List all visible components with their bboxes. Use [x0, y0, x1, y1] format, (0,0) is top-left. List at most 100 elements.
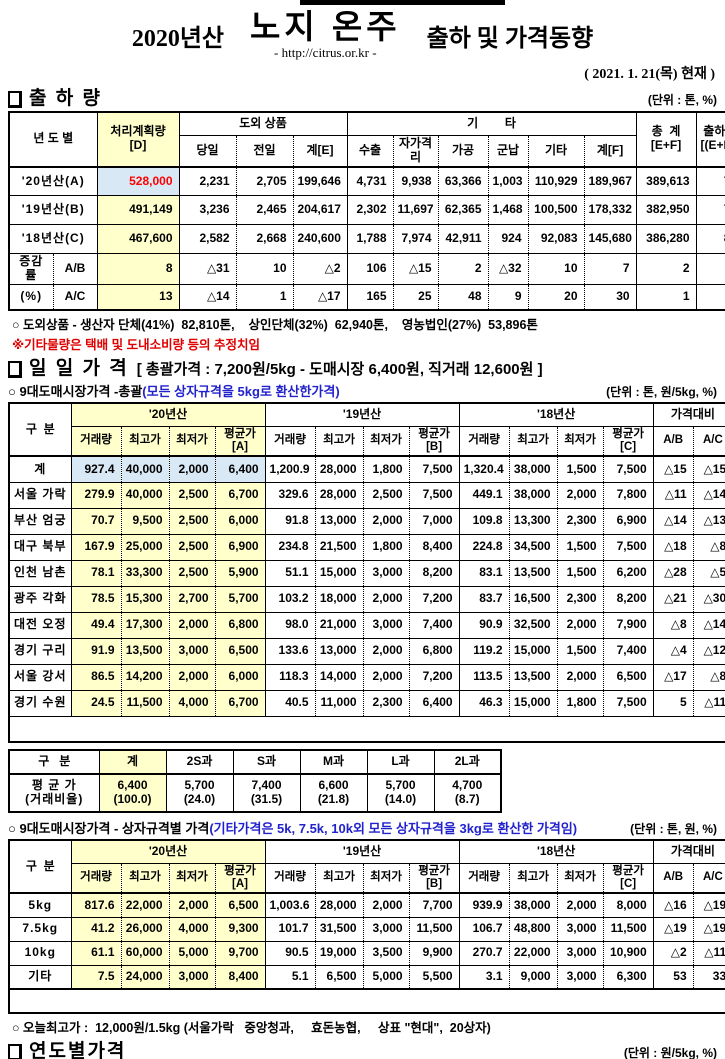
shipment-warning-note: ※기타물량은 택배 및 도내소비량 등의 추정치임 [12, 338, 261, 353]
col-header: S과 [232, 749, 301, 775]
cell: 113.5 [458, 663, 510, 691]
cell: 100,500 [527, 195, 585, 226]
col-header: M과 [299, 749, 368, 775]
row-sublabel: A/C [52, 283, 98, 311]
col-group-y19: '19년산 [264, 839, 460, 864]
cell: 2,000 [168, 663, 216, 691]
cell: 78.5 [70, 585, 122, 613]
cell: 1,500 [556, 637, 604, 665]
cell: △11 [692, 689, 725, 717]
title-subtitle: 출하 및 가격동향 [426, 26, 594, 52]
row-label: 서울 강서 [8, 663, 72, 691]
cell: 5,500 [408, 964, 460, 990]
cell: 62,365 [437, 195, 489, 226]
cell: △12 [692, 637, 725, 665]
cell: △11 [692, 940, 725, 966]
cell: 7,200 [408, 585, 460, 613]
cell: 2,668 [235, 224, 294, 255]
cell: 7,900 [602, 611, 654, 639]
cell: 1,500 [556, 533, 604, 561]
col-header: 2L과 [433, 749, 502, 775]
col-header: 최고가 [314, 425, 364, 457]
table-row: '18년산(C) 467,600 2,582 2,668 240,600 1,788 7,9… [8, 224, 725, 255]
cell: 28,000 [314, 892, 364, 918]
cell: 7,400 [602, 637, 654, 665]
cell: 7,200 [408, 663, 460, 691]
cell: 386,280 [635, 224, 697, 255]
cell: 1,500 [556, 455, 604, 483]
cell: 3,000 [168, 964, 216, 990]
cell: 5 [652, 689, 694, 717]
row-label: 광주 각화 [8, 585, 72, 613]
table-row: 경기 구리 91.9 13,500 3,000 6,500 133.6 13,000 2,00… [8, 637, 725, 665]
cell: 38,000 [508, 481, 558, 509]
col-group-y20: '20년산 [70, 402, 266, 427]
cell: 18,000 [314, 585, 364, 613]
cell: 6,900 [602, 507, 654, 535]
cell: 1,800 [556, 689, 604, 717]
cell: △15 [652, 455, 694, 483]
cell: 4,000 [168, 689, 216, 717]
cell: 9,300 [214, 916, 266, 942]
cell: △17 [652, 663, 694, 691]
cell: 40.5 [264, 689, 316, 717]
cell: 6,000 [214, 507, 266, 535]
col-header: 거래량 [264, 425, 316, 457]
cell: 106 [346, 253, 394, 285]
row-label: 증감률 [8, 253, 54, 285]
cell: 270.7 [458, 940, 510, 966]
title-main-wrap: 노지 온주 - http://citrus.or.kr - [250, 8, 401, 61]
cell: 119.2 [458, 637, 510, 665]
cell: 2,000 [362, 507, 410, 535]
cell: 3,236 [178, 195, 237, 226]
table-row: 5kg 817.6 22,000 2,000 6,500 1,003.6 28,000 2,0… [8, 892, 725, 918]
cell: 30 [583, 283, 637, 311]
col-header-label: 구 분 [8, 749, 100, 775]
section-square-icon [8, 1044, 22, 1059]
cell: 939.9 [458, 892, 510, 918]
section-header-shipment: 출 하 량 (단위 : 톤, %) [8, 89, 717, 108]
cell: 2,000 [168, 611, 216, 639]
cell: 1,800 [362, 455, 410, 483]
cell: △16 [652, 892, 694, 918]
cell: 167.9 [70, 533, 122, 561]
caption-note-blue: (기타가격은 5k, 7.5k, 10k외 모든 상자규격을 3kg로 환산한 … [209, 821, 578, 837]
col-header: 거래량 [70, 425, 122, 457]
cell: 1,200.9 [264, 455, 316, 483]
cell: 7.5 [70, 964, 122, 990]
cell: 924 [487, 224, 529, 255]
cell [695, 253, 725, 285]
cell: 86.5 [70, 663, 122, 691]
page-title: 노지 온주 [250, 8, 401, 45]
col-group-island-out: 도외 상품 [178, 111, 348, 137]
cell: △32 [487, 253, 529, 285]
cell: 2,300 [362, 689, 410, 717]
cell: △19 [692, 892, 725, 918]
title-year: 2020년산 [131, 26, 224, 52]
cell: 6,500 [214, 892, 266, 918]
cell: 15,000 [508, 637, 558, 665]
shipment-note: ○ 도외상품 - 생산자 단체(41%) 82,810톤, 상인단체(32%) … [12, 318, 538, 333]
row-label: 인천 남촌 [8, 559, 72, 587]
row-label: '18년산(C) [8, 224, 98, 255]
cell: 1,003 [487, 166, 529, 197]
cell: 3,000 [362, 559, 410, 587]
cell: 13,000 [314, 637, 364, 665]
cell: 2,000 [362, 663, 410, 691]
table-row: 증감률 A/B 8 △31 10 △2 106 △15 2 △32 10 7 2 [8, 253, 725, 285]
section-square-icon [8, 90, 22, 108]
cell: △15 [392, 253, 439, 285]
cell: 7,500 [602, 689, 654, 717]
cell: 189,967 [583, 166, 637, 197]
table-row: 10kg 61.1 60,000 5,000 9,700 90.5 19,000 3,500 9… [8, 940, 725, 966]
cell: 240,600 [292, 224, 348, 255]
daily-price-summary: [ 총괄가격 : 7,200원/5kg - 도매시장 6,400원, 직거래 1… [136, 360, 543, 378]
cell: 53 [652, 964, 694, 990]
cell: 101.7 [264, 916, 316, 942]
cell: 2,500 [168, 559, 216, 587]
cell: 14,200 [120, 663, 170, 691]
cell: 74 [695, 166, 725, 197]
row-label: 서울 가락 [8, 481, 72, 509]
cell: 2,500 [362, 481, 410, 509]
